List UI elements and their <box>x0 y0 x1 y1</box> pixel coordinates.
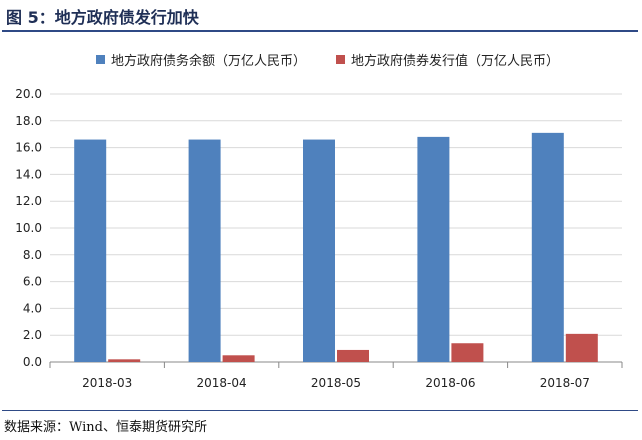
source-note: 数据来源：Wind、恒泰期货研究所 <box>4 420 207 435</box>
y-tick-label: 0.0 <box>23 355 42 369</box>
y-tick-label: 2.0 <box>23 328 42 342</box>
x-tick-label: 2018-05 <box>311 376 361 390</box>
y-tick-label: 4.0 <box>23 301 42 315</box>
x-tick-label: 2018-07 <box>540 376 590 390</box>
x-tick-label: 2018-04 <box>197 376 247 390</box>
y-tick-label: 12.0 <box>15 194 42 208</box>
footer-rule <box>2 410 638 411</box>
bar-debt-balance <box>188 139 221 362</box>
legend-swatch-debt-balance <box>96 55 105 64</box>
bar-bond-issuance <box>222 355 255 362</box>
legend-label-bond-issuance: 地方政府债券发行值（万亿人民币） <box>351 54 560 69</box>
y-tick-label: 16.0 <box>15 141 42 155</box>
bar-bond-issuance <box>565 333 598 362</box>
x-tick-label: 2018-06 <box>425 376 475 390</box>
bar-debt-balance <box>417 136 450 362</box>
bar-debt-balance <box>531 132 564 362</box>
title-rule <box>2 30 638 32</box>
y-tick-label: 14.0 <box>15 167 42 181</box>
legend-swatch-bond-issuance <box>336 55 345 64</box>
y-tick-label: 10.0 <box>15 221 42 235</box>
legend-item-debt-balance: 地方政府债务余额（万亿人民币） <box>96 50 306 69</box>
legend-label-debt-balance: 地方政府债务余额（万亿人民币） <box>111 54 307 69</box>
y-tick-label: 8.0 <box>23 248 42 262</box>
y-tick-label: 20.0 <box>15 87 42 101</box>
y-tick-label: 18.0 <box>15 114 42 128</box>
bar-bond-issuance <box>451 343 484 362</box>
bar-bond-issuance <box>108 359 141 362</box>
chart-legend: 地方政府债务余额（万亿人民币） 地方政府债券发行值（万亿人民币） <box>0 50 642 70</box>
bar-debt-balance <box>74 139 107 362</box>
bar-chart: 0.0 2.0 4.0 6.0 8.0 10.0 12.0 14.0 16.0 18.0 20.0 2… <box>15 87 623 390</box>
legend-item-bond-issuance: 地方政府债券发行值（万亿人民币） <box>336 50 559 69</box>
bar-bond-issuance <box>337 349 369 362</box>
x-tick-label: 2018-03 <box>82 376 132 390</box>
figure-title: 图 5：地方政府债发行加快 <box>6 8 199 27</box>
y-tick-label: 6.0 <box>23 275 42 289</box>
bar-debt-balance <box>303 139 335 362</box>
